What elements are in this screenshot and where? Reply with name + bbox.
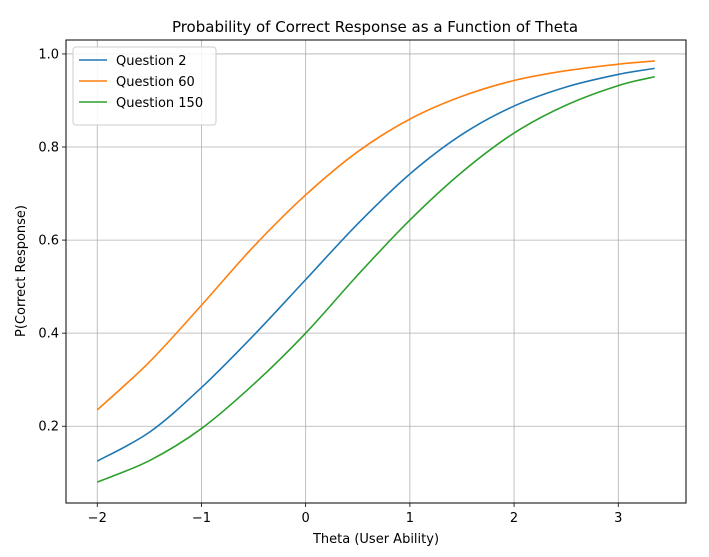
series-line-3 (96, 75, 655, 483)
legend-label: Question 60 (116, 75, 195, 90)
series-line-1 (96, 67, 655, 462)
y-tick-label: 0.8 (38, 141, 59, 156)
legend: Question 2 Question 60 Question 150 (72, 46, 217, 126)
plot-frame (65, 39, 687, 504)
axis-ticks: −2 −1 0 1 2 3 0.2 0.4 0.6 0.8 1.0 (38, 47, 622, 526)
x-axis-label: Theta (User Ability) (312, 532, 439, 547)
x-tick-label: 1 (406, 511, 414, 526)
y-tick-label: 0.4 (38, 327, 59, 342)
legend-label: Question 150 (116, 96, 203, 111)
x-tick-label: 0 (302, 511, 310, 526)
y-tick-label: 1.0 (38, 47, 59, 62)
legend-label: Question 2 (116, 54, 187, 69)
y-tick-label: 0.6 (38, 234, 59, 249)
y-axis-label: P(Correct Response) (14, 205, 29, 337)
x-tick-label: 2 (510, 511, 518, 526)
y-tick-label: 0.2 (38, 420, 59, 435)
chart-title: Probability of Correct Response as a Fun… (172, 18, 578, 36)
series-line-2 (96, 60, 655, 411)
legend-box (72, 46, 217, 126)
x-tick-label: 3 (614, 511, 622, 526)
series-layer (96, 60, 655, 483)
x-tick-label: −2 (88, 511, 107, 526)
x-tick-label: −1 (192, 511, 211, 526)
